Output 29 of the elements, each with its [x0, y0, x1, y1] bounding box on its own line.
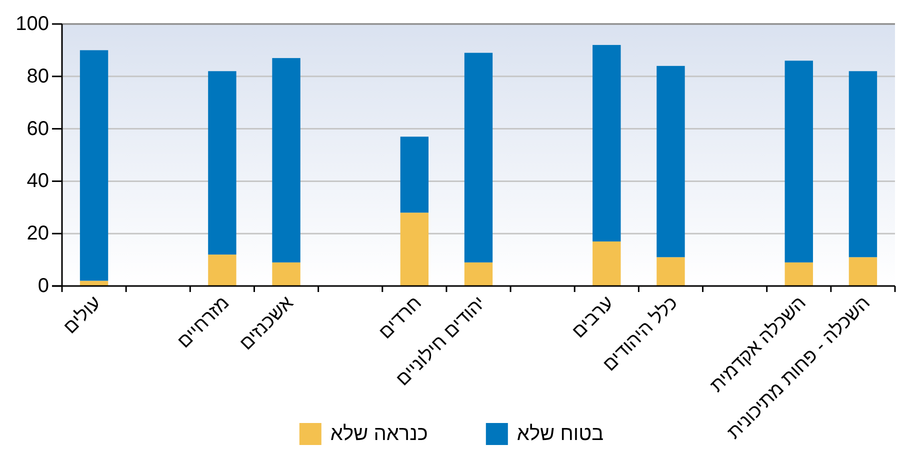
- bar: [464, 52, 493, 262]
- bar: [208, 71, 236, 255]
- bar: [848, 257, 878, 286]
- y-tick-label: 60: [26, 118, 49, 140]
- y-tick-label: 0: [38, 275, 49, 297]
- bar: [464, 262, 493, 286]
- legend-label: כנראה שלא: [330, 423, 428, 445]
- bar: [784, 60, 813, 262]
- bar: [80, 50, 108, 281]
- bar: [400, 136, 429, 213]
- bar: [272, 58, 300, 262]
- bar: [656, 66, 685, 258]
- bar: [848, 71, 878, 258]
- x-tick-label: אשכנזים: [236, 292, 298, 354]
- bar: [592, 241, 621, 286]
- y-tick-label: 20: [26, 222, 49, 245]
- bar: [272, 262, 300, 286]
- x-tick-label: עולים: [60, 292, 106, 338]
- x-tick-label: מזרחיים: [174, 292, 234, 352]
- bar: [208, 254, 236, 286]
- y-tick-label: 40: [26, 170, 49, 192]
- y-tick-label: 80: [26, 65, 49, 88]
- legend-label: בטוח שלא: [516, 423, 604, 445]
- bar: [400, 212, 429, 286]
- bar: [784, 262, 813, 286]
- y-tick-label: 100: [16, 13, 49, 35]
- bar: [656, 257, 685, 286]
- x-tick-label: חרדים: [375, 292, 426, 344]
- bar: [592, 44, 621, 242]
